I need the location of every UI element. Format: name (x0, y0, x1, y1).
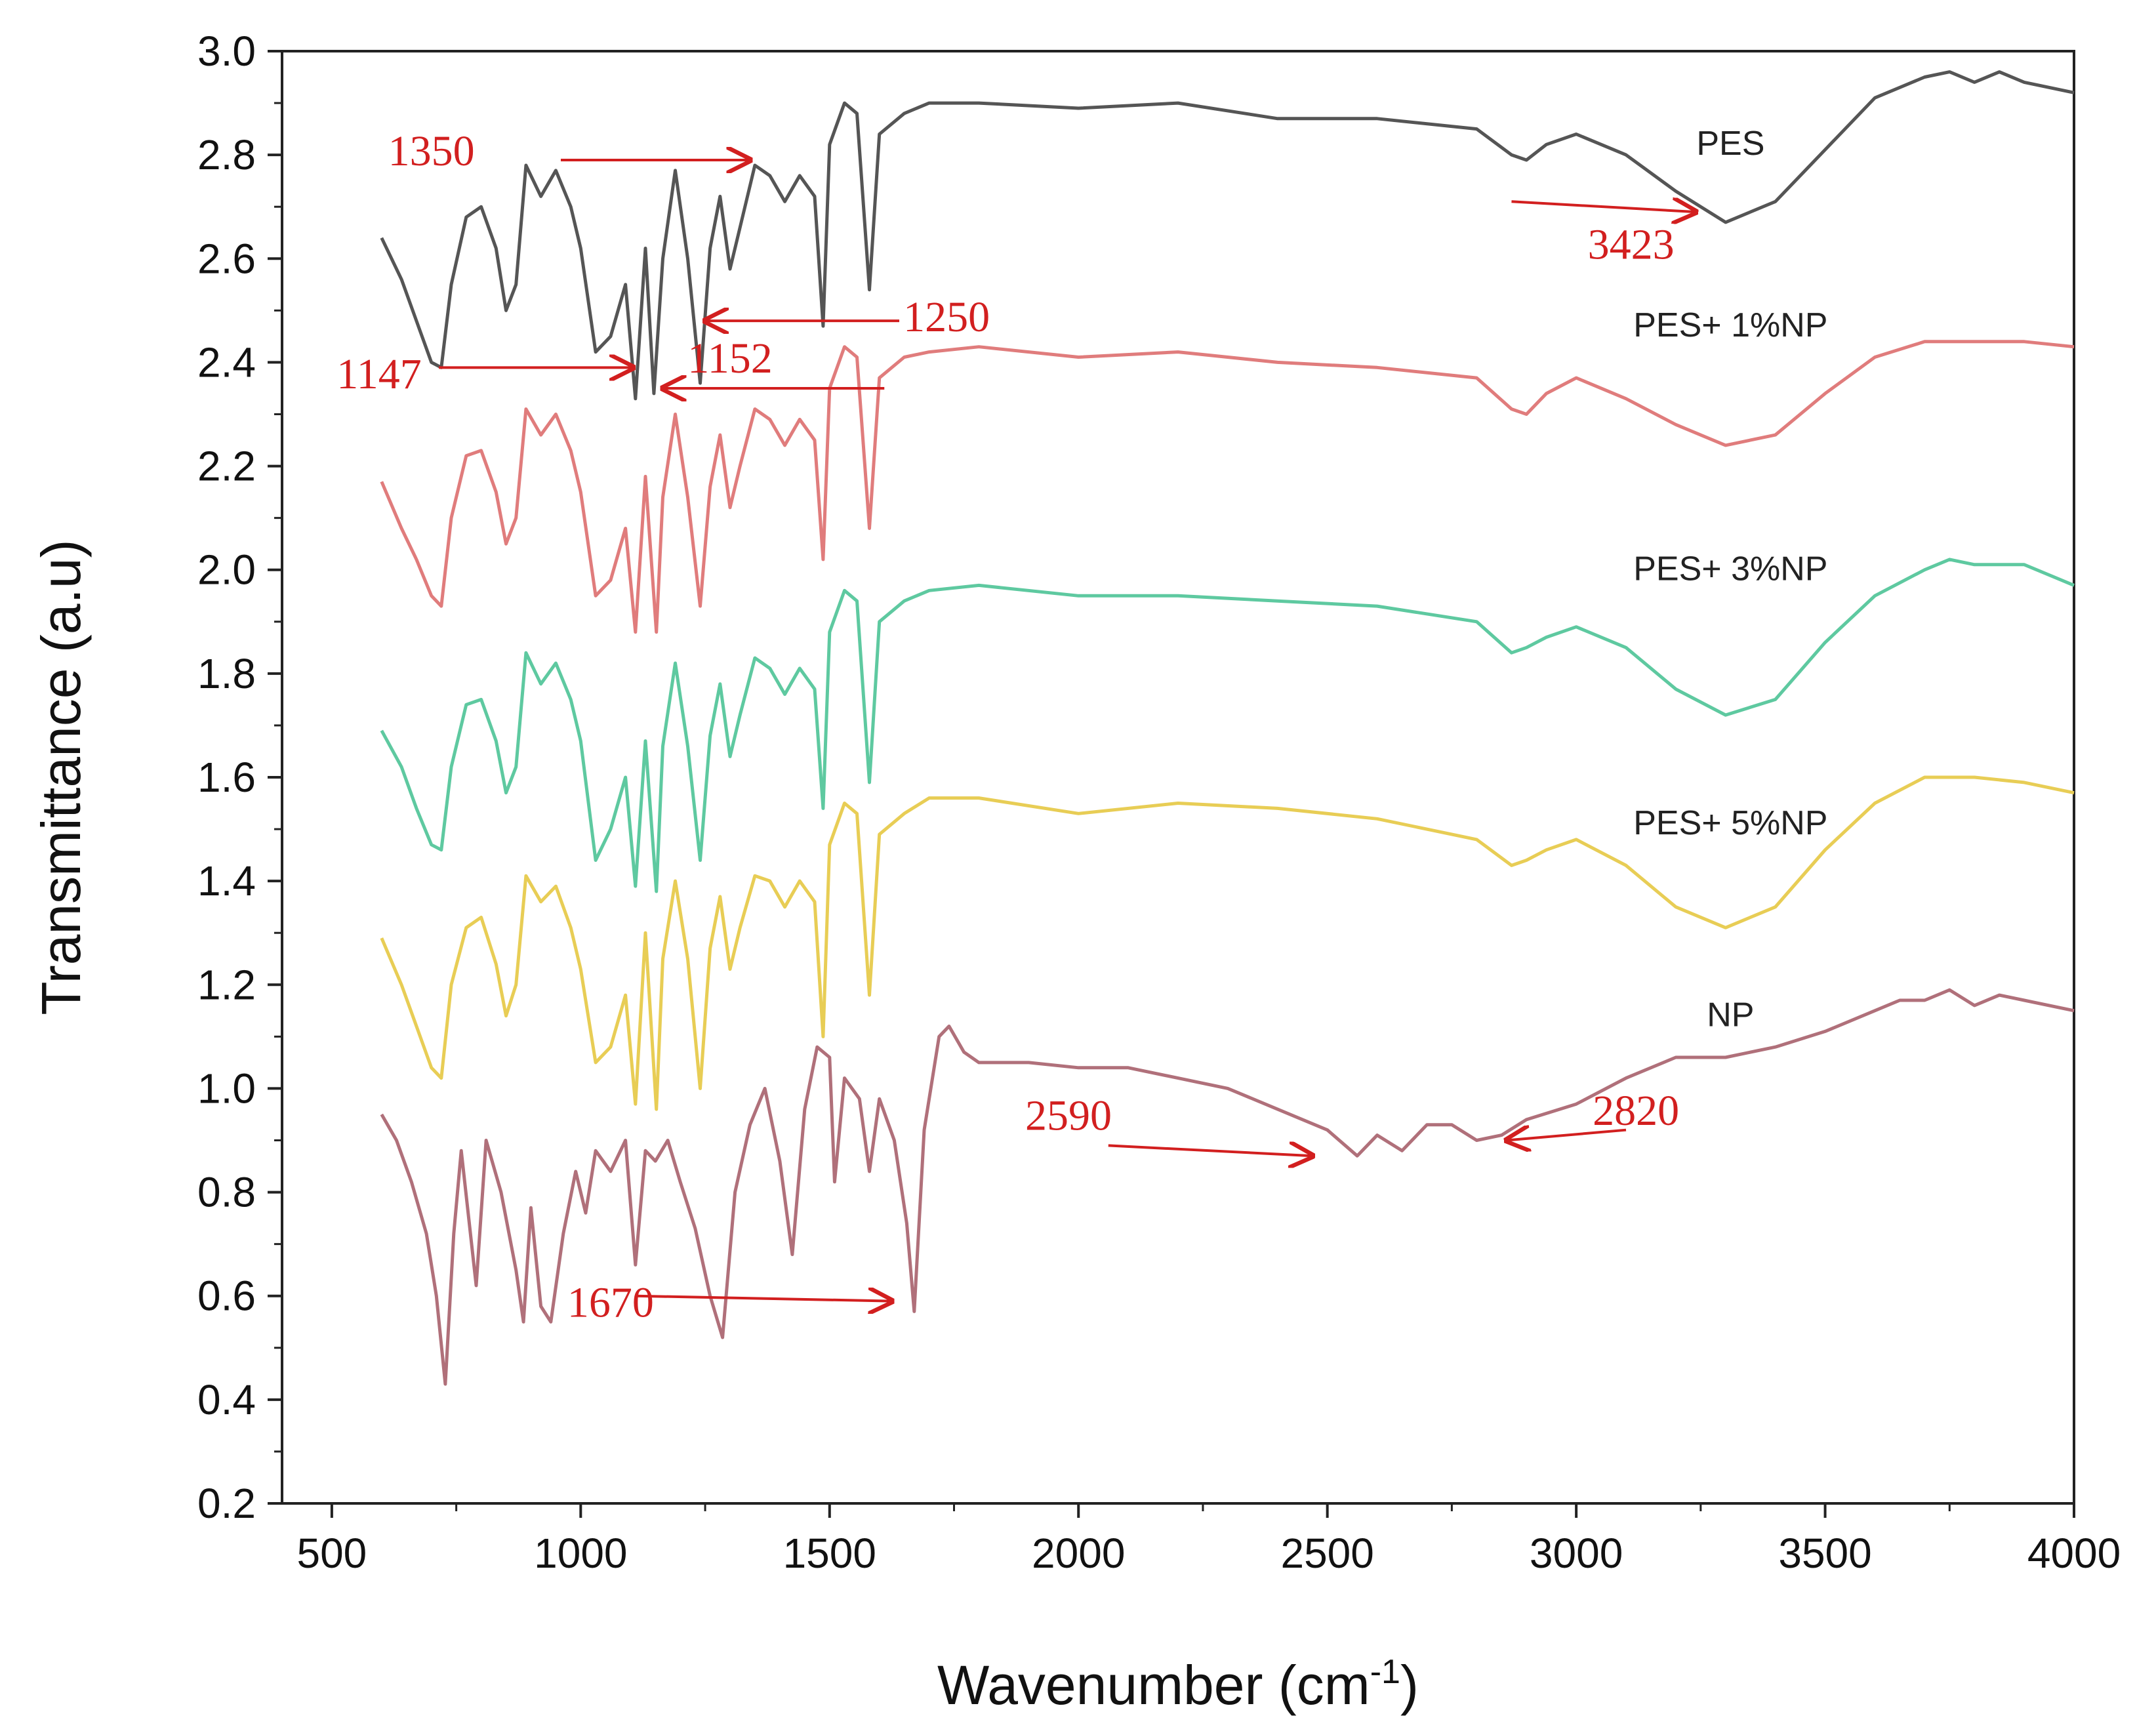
y-tick-label: 2.4 (197, 338, 256, 386)
x-axis-title-close: ) (1400, 1654, 1419, 1716)
annotation-label: 1147 (336, 350, 422, 398)
series-labels: PES PES+ 1%NP PES+ 3%NP PES+ 5%NP NP (1633, 125, 1827, 1034)
y-tick-label: 2.2 (197, 443, 256, 490)
x-tick-label: 2500 (1280, 1530, 1373, 1577)
annotation-label: 1152 (687, 335, 773, 382)
annotation-arrow (1507, 1130, 1627, 1141)
y-tick-label: 2.0 (197, 546, 256, 594)
peak-annotations: 1350 3423 1250 1147 1152 2590 2820 1670 (336, 127, 1696, 1326)
y-tick-label: 2.6 (197, 235, 256, 282)
annotation-label: 3423 (1588, 220, 1675, 268)
series-label: PES+ 1%NP (1633, 306, 1827, 344)
x-axis-title-main: Wavenumber (cm (937, 1654, 1370, 1716)
annotation-arrow (1511, 201, 1696, 212)
y-tick-label: 1.6 (197, 754, 256, 801)
x-tick-label: 500 (296, 1530, 367, 1577)
y-tick-label: 1.8 (197, 650, 256, 697)
series-layer (380, 70, 2075, 1386)
annotation-arrow (1108, 1145, 1312, 1156)
series-label: PES+ 3%NP (1633, 550, 1827, 588)
x-tick-label: 4000 (2027, 1530, 2121, 1577)
series-label: NP (1707, 996, 1754, 1034)
annotation-arrow (635, 1296, 892, 1301)
y-tick-label: 1.0 (197, 1065, 256, 1112)
series-line (380, 558, 2075, 893)
x-axis-title: Wavenumber (cm-1) (937, 1653, 1419, 1716)
annotation-label: 1350 (388, 127, 475, 175)
annotation-label: 1250 (903, 293, 990, 341)
y-tick-label: 1.2 (197, 961, 256, 1008)
series-label: PES+ 5%NP (1633, 804, 1827, 842)
series-line (380, 775, 2075, 1111)
x-tick-label: 1500 (783, 1530, 876, 1577)
y-tick-label: 1.4 (197, 857, 256, 905)
y-tick-label: 0.6 (197, 1273, 256, 1320)
y-axis-title: Transmittance (a.u) (30, 539, 92, 1015)
series-label: PES (1696, 125, 1764, 163)
y-tick-label: 0.8 (197, 1169, 256, 1216)
annotation-label: 1670 (567, 1278, 654, 1326)
annotation-label: 2590 (1025, 1092, 1112, 1140)
axis-ticks: 500 1000 1500 2000 2500 3000 3500 4000 0.2 0.4 0.6… (197, 28, 2121, 1577)
plot-frame (281, 50, 2075, 1505)
annotation-label: 2820 (1593, 1087, 1679, 1135)
y-tick-label: 2.8 (197, 131, 256, 178)
series-line (380, 70, 2075, 401)
x-tick-label: 2000 (1032, 1530, 1125, 1577)
series-line (380, 988, 2075, 1386)
x-axis-title-sup: -1 (1370, 1653, 1400, 1691)
x-tick-label: 1000 (534, 1530, 627, 1577)
x-tick-label: 3000 (1530, 1530, 1623, 1577)
series-line (380, 340, 2075, 634)
y-tick-label: 3.0 (197, 28, 256, 75)
y-tick-label: 0.2 (197, 1480, 256, 1527)
x-tick-label: 3500 (1778, 1530, 1871, 1577)
y-tick-label: 0.4 (197, 1376, 256, 1423)
